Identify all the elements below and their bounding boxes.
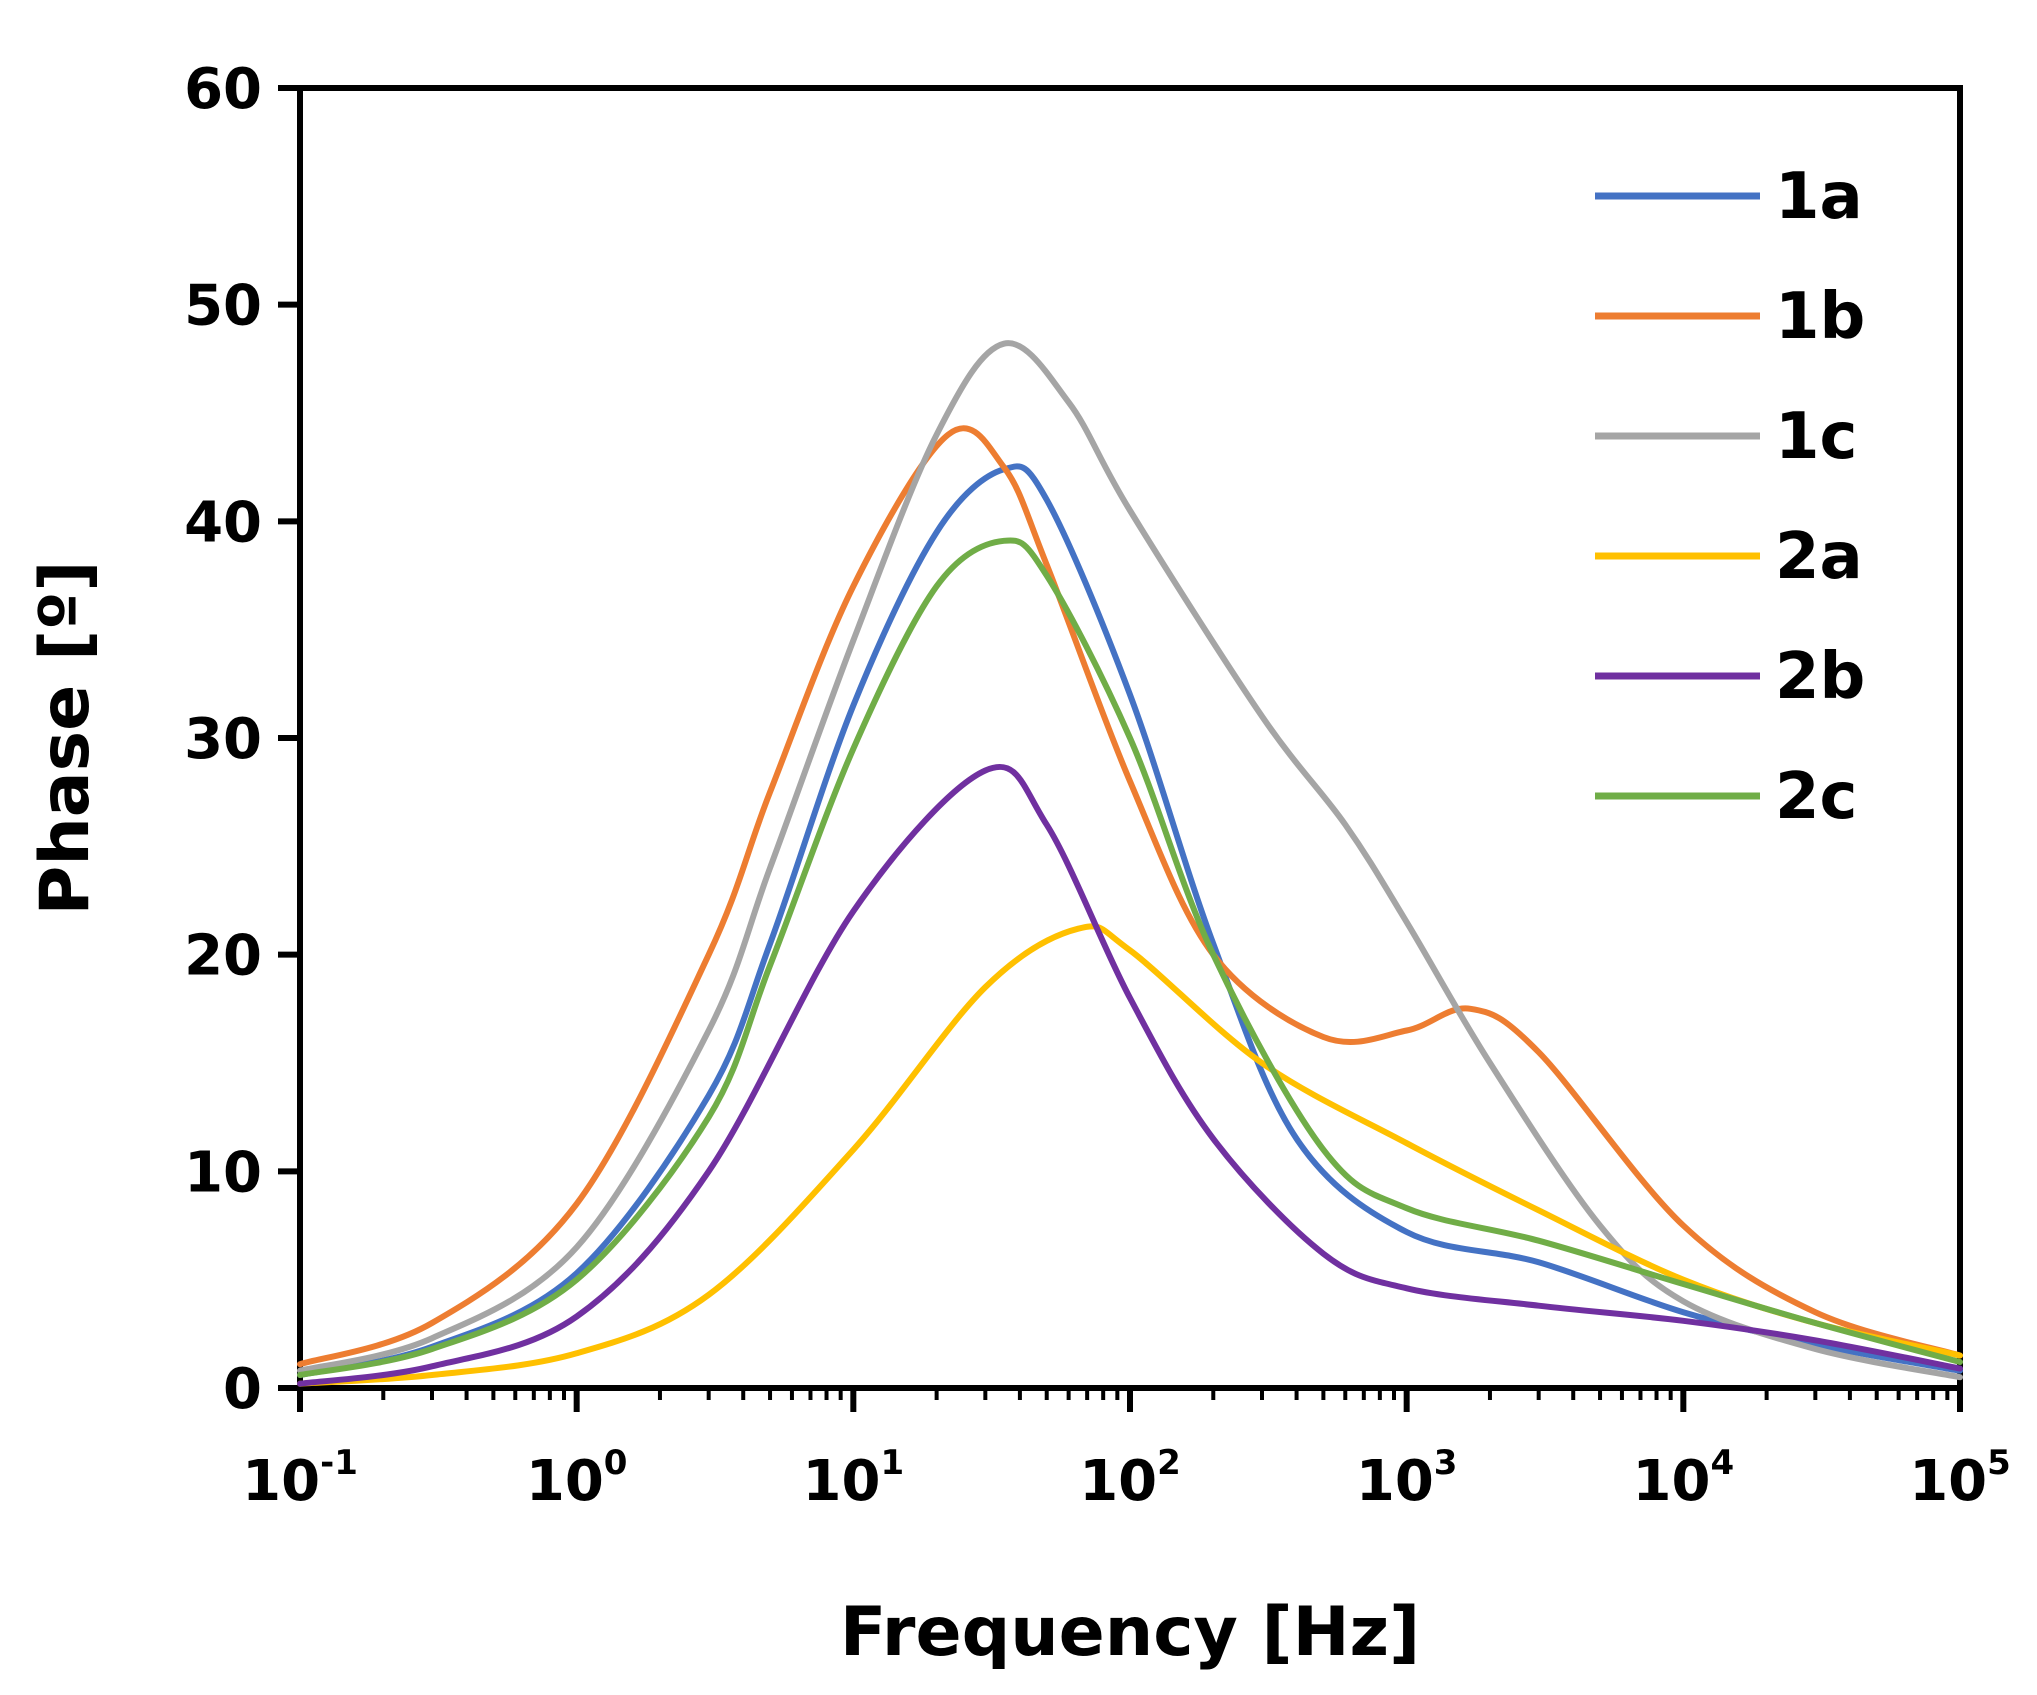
y-tick-label: 10 <box>184 1140 262 1205</box>
y-axis: 0 10 20 30 40 50 60 <box>184 57 300 1422</box>
legend-label-1a: 1a <box>1775 160 1863 234</box>
x-axis-title: Frequency [Hz] <box>840 1593 1420 1672</box>
y-tick-label: 50 <box>184 274 262 339</box>
series-line-1a <box>297 463 1963 1378</box>
x-tick-label: 102 <box>1079 1443 1181 1514</box>
y-axis-title: Phase [º] <box>26 561 105 916</box>
y-tick-label: 20 <box>184 924 262 989</box>
legend-label-1b: 1b <box>1775 280 1865 354</box>
x-tick-label: 101 <box>803 1443 905 1514</box>
x-tick-label: 103 <box>1356 1443 1458 1514</box>
x-tick-base: 10 <box>242 1449 320 1514</box>
x-tick-label: 100 <box>526 1443 628 1514</box>
x-tick-exponent: 4 <box>1710 1443 1734 1483</box>
x-tick-exponent: 2 <box>1157 1443 1181 1483</box>
x-tick-label: 104 <box>1633 1443 1735 1514</box>
series-lines <box>297 340 1963 1387</box>
y-tick-label: 0 <box>223 1357 262 1422</box>
legend-label-2a: 2a <box>1775 520 1863 594</box>
y-tick-label: 40 <box>184 490 262 555</box>
legend-label-2c: 2c <box>1775 760 1857 834</box>
legend: 1a 1b 1c 2a 2b 2c <box>1595 160 1865 834</box>
x-tick-exponent: 1 <box>880 1443 904 1483</box>
x-tick-label: 10-1 <box>242 1443 358 1514</box>
series-line-1c <box>297 340 1963 1381</box>
y-tick-label: 60 <box>184 57 262 122</box>
x-tick-exponent: 0 <box>604 1443 628 1483</box>
x-tick-base: 10 <box>526 1449 604 1514</box>
x-tick-base: 10 <box>1356 1449 1434 1514</box>
x-tick-exponent: 5 <box>1987 1443 2011 1483</box>
series-line-2b <box>297 763 1963 1387</box>
x-tick-label: 105 <box>1909 1443 2011 1514</box>
x-tick-base: 10 <box>1633 1449 1711 1514</box>
x-tick-base: 10 <box>803 1449 881 1514</box>
x-tick-base: 10 <box>1909 1449 1987 1514</box>
x-axis: 10-1 100 101 102 103 104 105 <box>242 1388 2011 1514</box>
series-line-2c <box>297 537 1963 1378</box>
legend-label-2b: 2b <box>1775 640 1865 714</box>
y-tick-label: 30 <box>184 707 262 772</box>
legend-label-1c: 1c <box>1775 400 1857 474</box>
x-tick-exponent: 3 <box>1434 1443 1458 1483</box>
x-tick-exponent: -1 <box>320 1443 358 1483</box>
x-tick-base: 10 <box>1079 1449 1157 1514</box>
